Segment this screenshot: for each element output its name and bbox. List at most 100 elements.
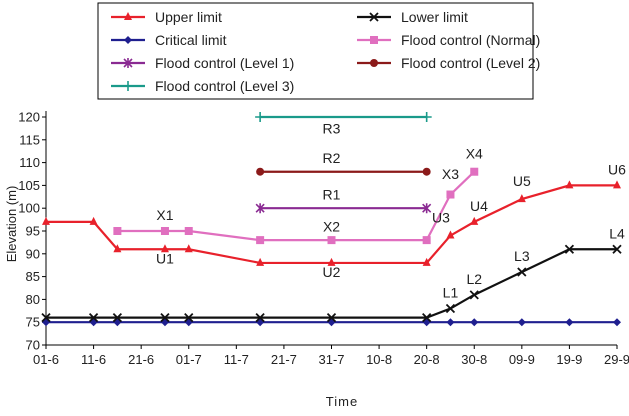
data-point-upper-limit xyxy=(256,257,265,266)
data-point-upper-limit xyxy=(422,257,431,266)
x-tick-label: 30-8 xyxy=(461,352,487,367)
series-layer xyxy=(41,112,622,327)
data-point-lower-limit xyxy=(612,244,622,254)
legend-item-lower-limit: Lower limit xyxy=(357,9,468,25)
annotation-label: L3 xyxy=(514,248,530,264)
y-tick-label: 80 xyxy=(26,292,40,307)
data-point-upper-limit xyxy=(327,257,336,266)
data-point-upper-limit xyxy=(42,216,50,225)
annotation-label: X3 xyxy=(442,166,459,182)
legend-swatch-marker xyxy=(124,12,132,20)
series-flood-control-normal xyxy=(113,167,479,245)
annotation-label: U1 xyxy=(156,250,174,266)
series-flood-control-level-2 xyxy=(256,167,431,176)
series-upper-limit xyxy=(42,180,621,266)
annotation-label: L4 xyxy=(609,225,625,241)
annotation-label: U6 xyxy=(608,161,626,177)
y-axis-label: Elevation (m) xyxy=(4,186,19,263)
data-point-flood-control-level-2 xyxy=(422,167,431,176)
data-point-flood-control-normal xyxy=(256,236,265,245)
annotation-label: U5 xyxy=(513,173,531,189)
data-point-lower-limit xyxy=(469,290,479,300)
data-point-upper-limit xyxy=(446,230,455,239)
x-tick-label: 01-7 xyxy=(176,352,202,367)
legend-item-flood-control-level-2: Flood control (Level 2) xyxy=(357,55,540,71)
legend-label: Flood control (Normal) xyxy=(401,32,540,48)
x-tick-label: 11-7 xyxy=(224,352,249,367)
x-tick-label: 01-6 xyxy=(33,352,59,367)
annotation-label: U3 xyxy=(432,209,450,225)
data-point-flood-control-normal xyxy=(327,236,336,245)
series-critical-limit xyxy=(42,318,621,327)
x-tick-label: 10-8 xyxy=(366,352,392,367)
data-point-flood-control-normal xyxy=(470,167,479,176)
data-point-lower-limit xyxy=(112,313,123,323)
data-point-upper-limit xyxy=(184,244,193,253)
data-point-upper-limit xyxy=(517,194,526,203)
data-point-upper-limit xyxy=(113,244,122,253)
data-point-upper-limit xyxy=(613,180,621,189)
y-tick-label: 115 xyxy=(19,132,40,147)
y-tick-label: 100 xyxy=(18,201,40,216)
data-point-lower-limit xyxy=(184,313,194,323)
annotation-label: L2 xyxy=(466,271,482,287)
data-point-lower-limit xyxy=(517,267,527,277)
data-point-upper-limit xyxy=(160,244,169,253)
legend-label: Upper limit xyxy=(155,9,222,25)
annotation-label: R1 xyxy=(323,187,341,203)
legend-label: Flood control (Level 3) xyxy=(155,78,294,94)
legend-item-flood-control-level-1: Flood control (Level 1) xyxy=(111,55,294,71)
x-tick-label: 21-7 xyxy=(271,352,297,367)
legend-item-flood-control-normal: Flood control (Normal) xyxy=(357,32,540,48)
annotation-label: X2 xyxy=(323,218,340,234)
y-tick-label: 95 xyxy=(26,224,40,239)
legend-label: Flood control (Level 1) xyxy=(155,55,294,71)
data-point-flood-control-level-1 xyxy=(422,203,432,214)
x-tick-label: 29-9 xyxy=(604,352,629,367)
legend-swatch-marker xyxy=(124,36,132,44)
data-point-critical-limit xyxy=(565,318,574,327)
data-point-flood-control-level-3 xyxy=(255,112,266,122)
data-point-lower-limit xyxy=(445,303,456,314)
data-point-lower-limit xyxy=(326,313,337,323)
legend-item-flood-control-level-3: Flood control (Level 3) xyxy=(111,78,294,94)
legend-swatch-marker xyxy=(369,12,379,22)
series-flood-control-level-1 xyxy=(255,203,432,214)
x-tick-label: 09-9 xyxy=(509,352,535,367)
y-tick-label: 105 xyxy=(18,178,40,193)
x-tick-label: 20-8 xyxy=(414,352,440,367)
data-point-flood-control-normal xyxy=(446,190,455,199)
legend-item-critical-limit: Critical limit xyxy=(111,32,227,48)
data-point-flood-control-normal xyxy=(184,227,193,235)
y-tick-label: 90 xyxy=(26,246,40,261)
y-tick-label: 110 xyxy=(19,155,40,170)
legend-item-upper-limit: Upper limit xyxy=(111,9,222,25)
data-point-flood-control-normal xyxy=(160,227,169,235)
legend: Upper limit Lower limit Critical limit Floo… xyxy=(111,9,540,94)
x-tick-label: 19-9 xyxy=(556,352,582,367)
annotation-label: X4 xyxy=(466,145,483,161)
data-point-critical-limit xyxy=(470,318,479,327)
x-tick-label: 11-6 xyxy=(81,352,106,367)
annotation-label: R3 xyxy=(323,120,341,136)
data-point-flood-control-normal xyxy=(422,236,431,245)
y-tick-label: 75 xyxy=(26,315,40,330)
y-tick-label: 120 xyxy=(18,110,40,125)
data-point-upper-limit xyxy=(470,216,479,225)
y-tick-label: 70 xyxy=(26,338,40,353)
legend-swatch-marker xyxy=(123,81,133,91)
legend-swatch-marker xyxy=(123,58,133,68)
series-lower-limit xyxy=(41,244,622,323)
x-tick-label: 21-6 xyxy=(128,352,154,367)
data-point-lower-limit xyxy=(422,313,432,323)
annotation-label: R2 xyxy=(323,150,341,166)
data-point-critical-limit xyxy=(517,318,526,327)
data-point-flood-control-normal xyxy=(113,227,122,235)
data-point-flood-control-level-2 xyxy=(256,167,265,176)
legend-label: Lower limit xyxy=(401,9,468,25)
annotation-label: U4 xyxy=(470,198,488,214)
data-point-flood-control-level-3 xyxy=(421,112,432,122)
annotations-layer: X1 U1 X2 U2 R1 R2 R3 X3 X4 U3 U4 U5 U6 L1 L2 L3 L4 xyxy=(156,120,626,300)
data-point-lower-limit xyxy=(88,313,99,323)
